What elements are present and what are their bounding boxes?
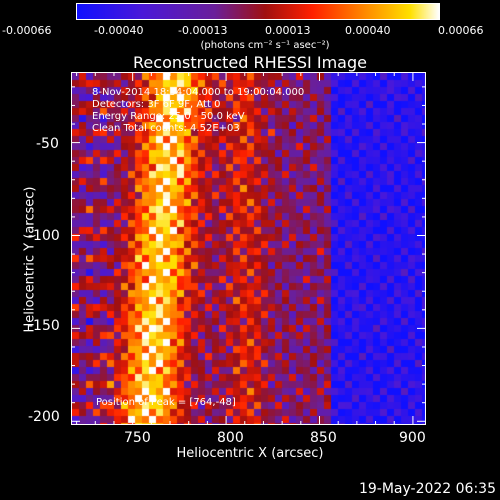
annotation-energy: Energy Range: 25.0 - 50.0 keV: [92, 111, 245, 122]
y-axis-label: Heliocentric Y (arcsec): [22, 186, 38, 333]
x-tick-label-800: 800: [217, 430, 244, 446]
plot-area: [71, 72, 426, 425]
colorbar-tick-5: 0.00066: [438, 24, 484, 37]
colorbar-tick-3: 0.00013: [265, 24, 311, 37]
chart-title: Reconstructed RHESSI Image: [133, 53, 367, 72]
colorbar-tick-1: -0.00040: [94, 24, 144, 37]
heatmap-image: [72, 73, 425, 424]
colorbar-tick-4: 0.00040: [345, 24, 391, 37]
y-tick-label-50: -50: [36, 136, 59, 152]
colorbar-tick-2: -0.00013: [178, 24, 228, 37]
colorbar-tick-0: -0.00066: [2, 24, 52, 37]
colorbar: [76, 3, 440, 20]
colorbar-gradient: [77, 4, 439, 19]
annotation-clean: Clean Total counts: 4.52E+03: [92, 123, 240, 134]
x-axis-label: Heliocentric X (arcsec): [176, 446, 324, 461]
colorbar-unit-label: (photons cm⁻² s⁻¹ asec⁻²): [200, 40, 330, 51]
annotation-block: 8-Nov-2014 18:54:04.000 to 19:00:04.000 …: [92, 87, 304, 135]
y-tick-label-100: -100: [28, 228, 60, 244]
x-tick-label-850: 850: [310, 430, 337, 446]
timestamp: 19-May-2022 06:35: [358, 481, 496, 497]
x-tick-label-900: 900: [399, 430, 426, 446]
annotation-peak: Position of Peak = [764,-48]: [96, 397, 236, 408]
y-tick-label-200: -200: [28, 409, 60, 425]
annotation-detectors: Detectors: 3F 6F 9F, Att 0: [92, 99, 221, 110]
y-tick-label-150: -150: [28, 318, 60, 334]
annotation-time: 8-Nov-2014 18:54:04.000 to 19:00:04.000: [92, 87, 305, 98]
x-tick-label-750: 750: [124, 430, 151, 446]
